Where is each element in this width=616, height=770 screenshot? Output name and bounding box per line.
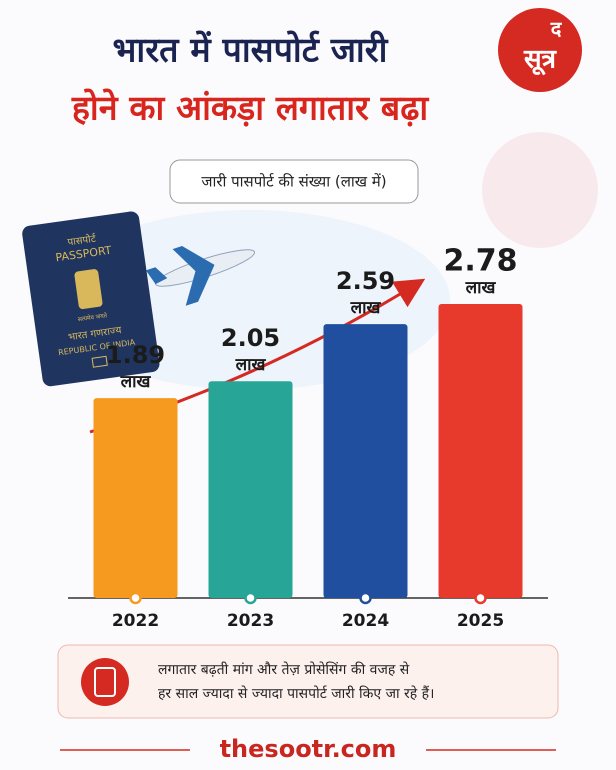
baseline-dot xyxy=(474,591,487,605)
title-line2: होने का आंकड़ा लगातार बढ़ा xyxy=(71,88,429,129)
plane xyxy=(145,246,256,306)
unit-label: लाख xyxy=(350,298,382,318)
note-icon-shape xyxy=(94,667,116,697)
passport-text: पासपोर्ट xyxy=(67,233,98,249)
bars: 1.89लाख20222.05लाख20232.59लाख20242.78लाख… xyxy=(93,244,523,631)
value-label: 2.59 xyxy=(336,267,395,295)
bar xyxy=(208,381,293,598)
value-label: 2.78 xyxy=(443,244,517,279)
footer-site: thesootr.com xyxy=(220,735,397,763)
note-text: लगातार बढ़ती मांग और तेज़ प्रोसेसिंग की … xyxy=(158,661,410,678)
bar xyxy=(323,324,408,598)
note-box xyxy=(57,644,559,719)
baseline-dot xyxy=(244,591,257,605)
logo-watermark xyxy=(482,132,598,248)
unit-label: लाख xyxy=(235,355,267,375)
emblem xyxy=(74,269,103,310)
value-label: 1.89 xyxy=(106,341,165,369)
logo-top: द xyxy=(550,17,563,41)
logo-bottom: सूत्र xyxy=(523,45,558,76)
note-text: हर साल ज्यादा से ज्यादा पासपोर्ट जारी कि… xyxy=(158,685,434,702)
unit-label: लाख xyxy=(120,372,152,392)
x-tick-label: 2024 xyxy=(342,611,389,631)
logo xyxy=(498,8,582,92)
title-line1: भारत में पासपोर्ट जारी xyxy=(113,30,389,71)
bar xyxy=(438,304,523,598)
bar xyxy=(93,398,178,598)
baseline-dot xyxy=(359,591,372,605)
note-icon xyxy=(81,658,129,706)
baseline-dot xyxy=(129,591,142,605)
passport: पासपोर्ट PASSPORT सत्यमेव जयते भारत गणरा… xyxy=(22,211,160,387)
x-tick-label: 2025 xyxy=(457,611,504,631)
chip xyxy=(91,355,108,368)
value-label: 2.05 xyxy=(221,324,280,352)
x-tick-label: 2022 xyxy=(112,611,159,631)
subtitle: जारी पासपोर्ट की संख्या (लाख में) xyxy=(201,173,386,191)
x-tick-label: 2023 xyxy=(227,611,274,631)
unit-label: लाख xyxy=(465,278,497,298)
subtitle-box xyxy=(169,159,419,204)
